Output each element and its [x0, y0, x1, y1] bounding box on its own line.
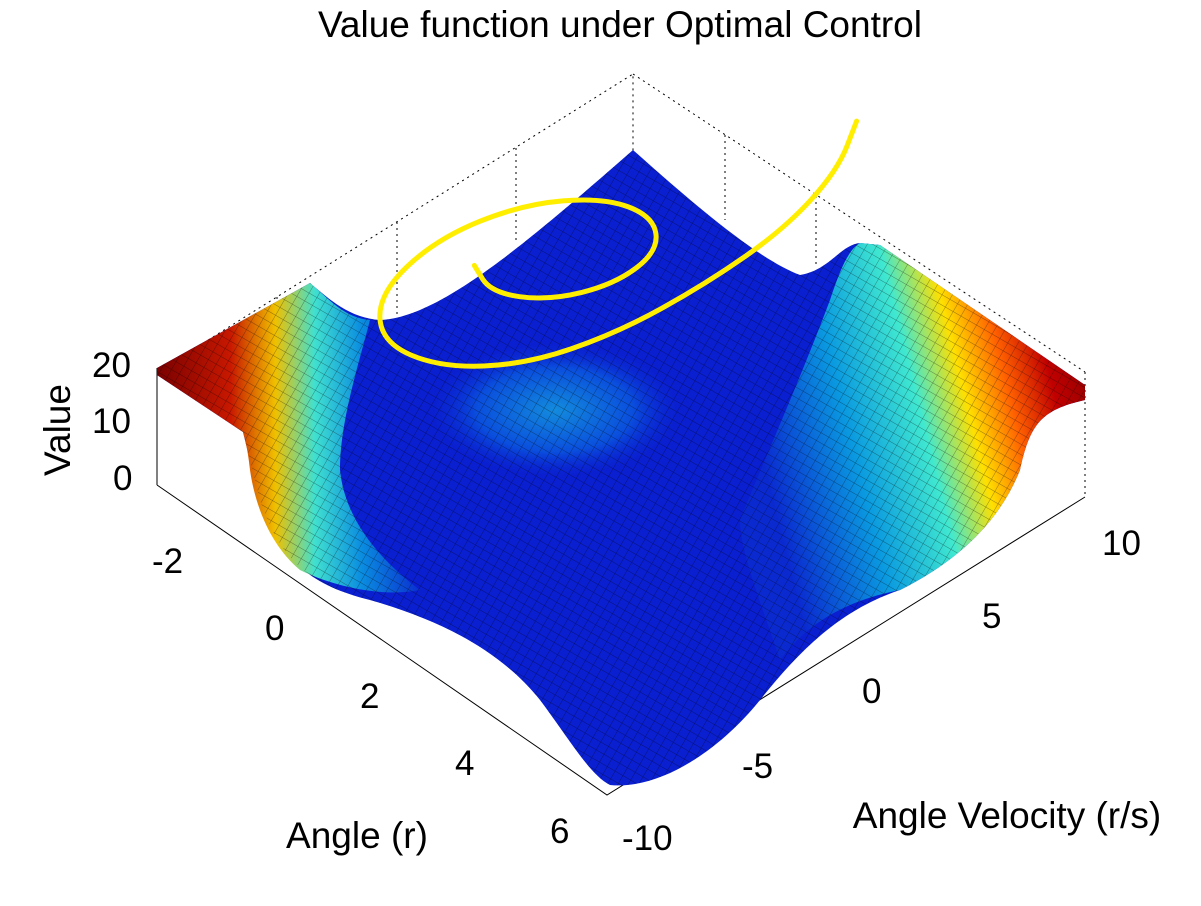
- box-back-right: [632, 73, 1086, 373]
- y-tick-label: -5: [742, 747, 773, 786]
- z-tick-label: 10: [92, 402, 131, 441]
- axes-box: [156, 73, 1086, 796]
- surface: [157, 150, 1085, 786]
- box-back-left: [156, 73, 634, 373]
- x-ticks: -2 0 2 4 6: [152, 542, 569, 851]
- x-axis-label: Angle (r): [286, 815, 428, 856]
- y-tick-label: -10: [622, 819, 673, 858]
- trajectory-line: [377, 118, 860, 369]
- surface-mesh: [157, 150, 1085, 786]
- chart-title: Value function under Optimal Control: [318, 4, 922, 45]
- y-tick-label: 5: [982, 597, 1001, 636]
- y-tick-label: 0: [862, 672, 881, 711]
- z-tick-label: 20: [92, 346, 131, 385]
- x-tick-label: 6: [550, 812, 569, 851]
- z-ticks: 0 10 20: [92, 346, 132, 498]
- z-axis-label: Value: [37, 384, 78, 476]
- z-tick-label: 0: [113, 459, 132, 498]
- x-tick-label: 4: [455, 744, 474, 783]
- y-tick-label: 10: [1102, 524, 1141, 563]
- y-axis-label: Angle Velocity (r/s): [853, 795, 1161, 836]
- y-ticks: -10 -5 0 5 10: [622, 524, 1141, 858]
- x-tick-label: 0: [265, 609, 284, 648]
- x-tick-label: 2: [360, 677, 379, 716]
- x-tick-label: -2: [152, 542, 183, 581]
- box-floor: [156, 484, 1086, 796]
